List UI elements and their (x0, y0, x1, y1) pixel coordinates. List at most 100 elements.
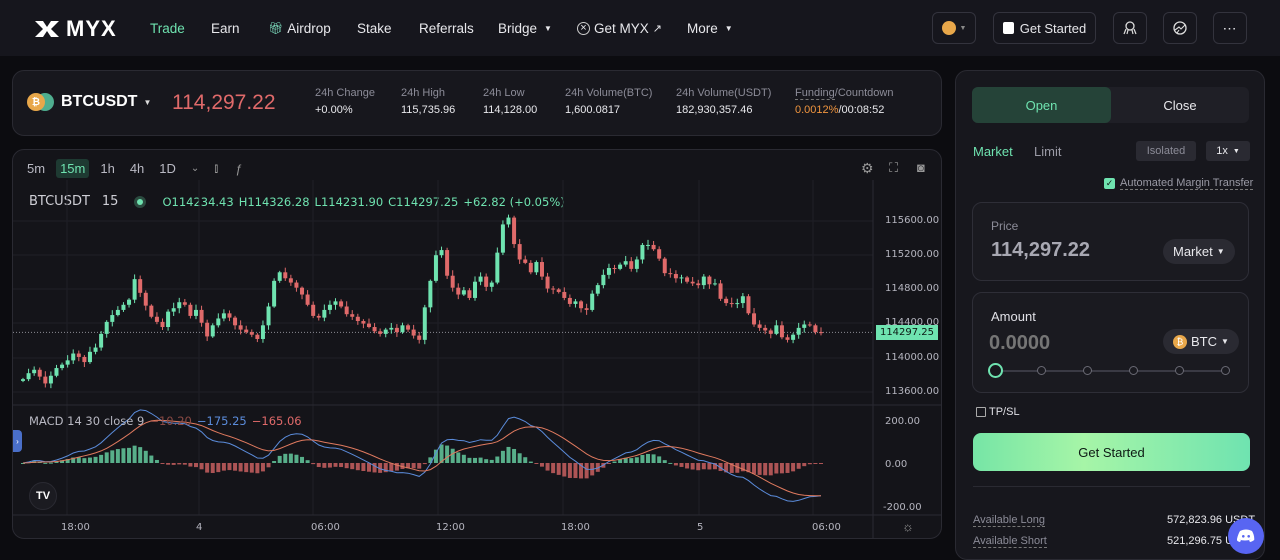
nav-more[interactable]: More ▼ (687, 20, 733, 36)
chevron-down-icon: ▼ (544, 23, 552, 33)
globe-icon (1173, 21, 1187, 35)
myx-logo[interactable]: MYX (34, 16, 117, 42)
slider-stop[interactable] (1083, 366, 1092, 375)
nav-get-myx[interactable]: × Get MYX ↗ (577, 21, 662, 36)
amount-unit-selector[interactable]: ₿ BTC ▼ (1163, 329, 1239, 354)
get-started-submit-button[interactable]: Get Started (973, 433, 1250, 471)
timeframe-1h[interactable]: 1h (100, 161, 115, 176)
chevron-down-icon: ▼ (1221, 337, 1229, 346)
slider-stop[interactable] (1221, 366, 1230, 375)
indicators-icon[interactable]: ƒ (235, 161, 242, 176)
gift-icon: 🎁︎ (268, 21, 284, 35)
auto-margin-transfer: ✓ Automated Margin Transfer (1104, 177, 1254, 190)
y-tick: 114000.00 (885, 352, 940, 363)
chevron-down-icon: ▼ (1216, 247, 1225, 256)
camera-icon[interactable]: ◙ (917, 160, 925, 175)
order-type-limit[interactable]: Limit (1034, 144, 1062, 159)
auto-margin-checkbox[interactable]: ✓ (1104, 178, 1115, 189)
get-started-nav-button[interactable]: Get Started (993, 12, 1096, 44)
y-tick: 114400.00 (885, 317, 940, 328)
nav-trade[interactable]: Trade (150, 20, 185, 36)
external-link-icon: ↗ (652, 22, 662, 35)
price-value: 114,297.22 (991, 239, 1090, 261)
stat-24h-low: 24h Low 114,128.00 (483, 87, 538, 116)
nav-bridge[interactable]: Bridge ▼ (498, 20, 552, 36)
y-tick: 115600.00 (885, 215, 940, 226)
nav-earn[interactable]: Earn (211, 20, 240, 36)
ticker-panel: ₿ BTCUSDT ▼ 114,297.22 24h Change +0.00% … (12, 70, 942, 136)
amount-slider[interactable] (995, 370, 1227, 372)
timeframe-5m[interactable]: 5m (27, 161, 46, 176)
y-tick: 114800.00 (885, 283, 940, 294)
axis-settings-sun-icon[interactable]: ☼ (902, 519, 914, 534)
x-tick: 18:00 (61, 522, 90, 533)
candlestick-chart[interactable] (13, 150, 942, 539)
discord-chat-button[interactable] (1228, 518, 1264, 554)
fullscreen-icon[interactable]: ⛶ (889, 160, 899, 175)
top-nav-bar: MYX Trade Earn 🎁︎ Airdrop Stake Referrals… (0, 0, 1280, 56)
market-status-dot-icon (134, 195, 147, 208)
bitcoin-icon: ₿ (1173, 334, 1187, 349)
chart-panel: 5m 15m 1h 4h 1D ⌄ ⫾ ƒ ⚙ ⛶ ◙ BTCUSDT 15 O… (12, 149, 942, 539)
macd-y-tick: -200.00 (883, 502, 922, 513)
last-price: 114,297.22 (172, 91, 276, 114)
tradingview-logo[interactable]: TV (29, 482, 57, 510)
tpsl-checkbox[interactable] (976, 407, 986, 417)
nav-referrals[interactable]: Referrals (419, 20, 474, 36)
price-field: Price 114,297.22 Market ▼ (972, 202, 1249, 281)
open-close-tabs: Open Close (972, 87, 1249, 123)
octopus-icon (1123, 21, 1137, 35)
x-tick: 12:00 (436, 522, 465, 533)
tab-open[interactable]: Open (972, 87, 1111, 123)
slider-stop[interactable] (1175, 366, 1184, 375)
divider (973, 486, 1250, 487)
timeframe-more-chevron-icon[interactable]: ⌄ (190, 163, 200, 174)
logo-text: MYX (66, 16, 117, 41)
nav-stake[interactable]: Stake (357, 20, 392, 36)
timeframe-1d[interactable]: 1D (159, 161, 176, 176)
more-menu-button[interactable]: ⋯ (1213, 12, 1247, 44)
x-tick: 06:00 (812, 522, 841, 533)
margin-mode-button[interactable]: Isolated (1136, 141, 1196, 161)
chart-toolbar: 5m 15m 1h 4h 1D ⌄ ⫾ ƒ (23, 159, 242, 178)
symbol-name: BTCUSDT (61, 93, 138, 110)
auto-margin-label[interactable]: Automated Margin Transfer (1120, 177, 1254, 190)
chart-settings-icon[interactable]: ⚙ (861, 160, 874, 176)
timeframe-15m[interactable]: 15m (56, 159, 90, 178)
x-tick: 18:00 (561, 522, 590, 533)
slider-handle[interactable] (988, 363, 1003, 378)
available-long-label[interactable]: Available Long (973, 514, 1045, 527)
macd-y-tick: 200.00 (885, 416, 920, 427)
funding-tooltip-trigger[interactable]: Funding (795, 87, 835, 100)
last-price-axis-label: 114297.25 (876, 325, 938, 340)
slider-stop[interactable] (1129, 366, 1138, 375)
language-button[interactable] (1163, 12, 1197, 44)
x-tick: 06:00 (311, 522, 340, 533)
nav-airdrop[interactable]: 🎁︎ Airdrop (268, 20, 331, 36)
available-short-label[interactable]: Available Short (973, 535, 1047, 548)
timeframe-4h[interactable]: 4h (129, 161, 145, 176)
chain-selector[interactable]: ▼ (932, 12, 976, 44)
y-tick: 115200.00 (885, 249, 940, 260)
collapse-pane-handle[interactable]: › (13, 430, 22, 452)
symbol-selector[interactable]: ₿ BTCUSDT ▼ (27, 93, 151, 111)
stat-funding: Funding/Countdown 0.0012%/00:08:52 (795, 87, 894, 116)
amount-field: Amount ₿ BTC▼ (972, 292, 1249, 393)
chevron-down-icon: ▼ (959, 24, 967, 32)
macd-y-tick: 0.00 (885, 459, 908, 470)
discord-icon (1237, 529, 1255, 542)
tpsl-toggle[interactable]: TP/SL (976, 406, 1020, 418)
candle-type-icon[interactable]: ⫾ (214, 161, 219, 175)
chevron-down-icon: ▼ (724, 23, 733, 33)
slider-stop[interactable] (1037, 366, 1046, 375)
stat-24h-high: 24h High 115,735.96 (401, 87, 456, 116)
community-button[interactable] (1113, 12, 1147, 44)
tab-close[interactable]: Close (1163, 97, 1197, 113)
order-type-market[interactable]: Market (973, 144, 1013, 159)
x-tick: 4 (196, 522, 203, 533)
chevron-down-icon: ▼ (143, 97, 152, 107)
amount-input[interactable] (989, 329, 1139, 357)
price-type-selector[interactable]: Market ▼ (1163, 239, 1235, 264)
leverage-selector[interactable]: 1x ▼ (1206, 141, 1250, 161)
x-tick: 5 (697, 522, 704, 533)
